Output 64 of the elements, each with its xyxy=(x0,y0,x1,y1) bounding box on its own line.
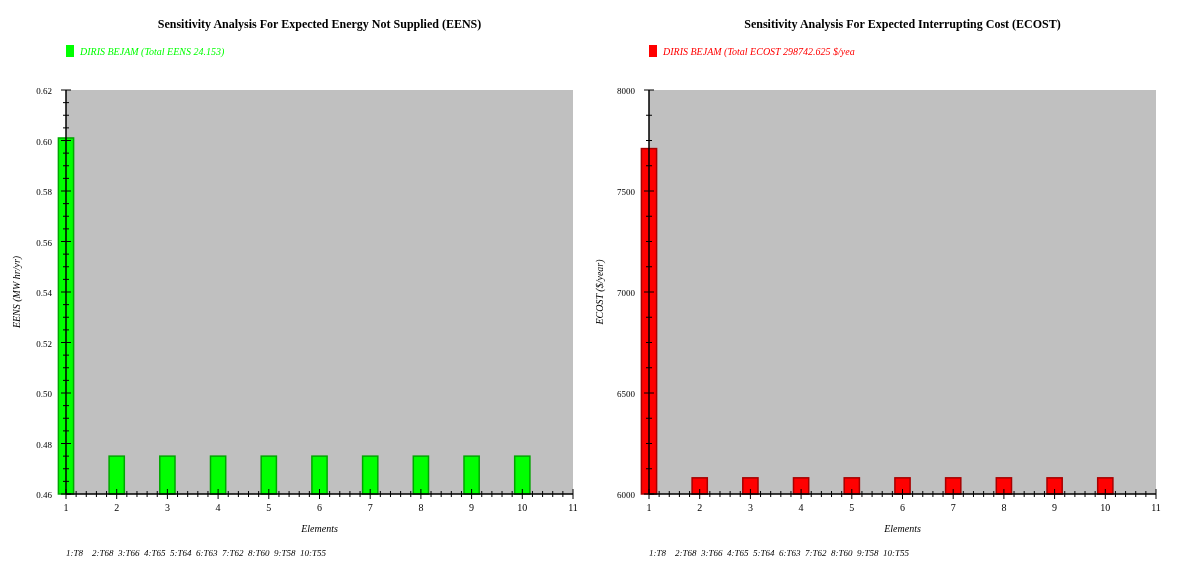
y-tick-label: 0.46 xyxy=(36,490,53,500)
x-tick-label: 3 xyxy=(747,502,753,513)
y-tick-label: 6000 xyxy=(617,490,636,500)
text: 3:T66 xyxy=(117,548,140,558)
text: 3:T66 xyxy=(700,548,723,558)
y-tick-label: 0.62 xyxy=(36,86,52,96)
x-tick-label: 2 xyxy=(697,502,703,513)
y-axis-title: ECOST ($/year) xyxy=(594,258,606,326)
text: 4:T65 xyxy=(144,548,166,558)
x-tick-label: 10 xyxy=(1100,502,1111,513)
text: 8:T60 xyxy=(248,548,270,558)
y-tick-label: 0.48 xyxy=(36,439,53,450)
text: 10:T55 xyxy=(883,548,910,558)
x-tick-label: 7 xyxy=(950,502,956,513)
text: 9:T58 xyxy=(274,548,296,558)
x-tick-label: 4 xyxy=(215,502,221,513)
x-tick-label: 11 xyxy=(568,502,578,513)
x-tick-label: 10 xyxy=(517,502,528,513)
y-tick-label: 6500 xyxy=(617,389,636,399)
x-tick-label: 1 xyxy=(63,502,69,513)
text: 7:T62 xyxy=(222,548,244,558)
y-axis-title: EENS (MW hr/yr) xyxy=(11,255,23,330)
y-tick-label: 0.58 xyxy=(36,187,53,197)
y-tick-label: 0.56 xyxy=(36,237,53,248)
text: 9:T58 xyxy=(857,548,879,558)
text: 7:T62 xyxy=(805,548,827,558)
x-tick-label: 4 xyxy=(798,502,804,513)
x-axis-title: Elements xyxy=(300,523,338,534)
x-axis-title: Elements xyxy=(883,523,921,534)
y-tick-label: 8000 xyxy=(617,86,636,96)
y-tick-label: 0.52 xyxy=(36,338,52,349)
text: 4:T65 xyxy=(727,548,749,558)
x-tick-label: 5 xyxy=(266,502,272,513)
y-tick-label: 0.60 xyxy=(36,136,53,147)
text: 5:T64 xyxy=(753,548,775,558)
text: 2:T68 xyxy=(92,548,114,558)
chart-title: Sensitivity Analysis For Expected Interrupting Cost (ECOST) xyxy=(744,17,1061,31)
x-tick-label: 8 xyxy=(1001,502,1007,513)
y-tick-label: 0.54 xyxy=(36,288,53,298)
x-tick-label: 1 xyxy=(646,502,652,513)
legend-label: DIRIS BEJAM (Total ECOST 298742.625 $/yea xyxy=(662,46,855,58)
x-tick-label: 9 xyxy=(469,502,475,513)
text: 5:T64 xyxy=(170,548,192,558)
x-tick-label: 6 xyxy=(317,502,322,513)
text: 2:T68 xyxy=(675,548,697,558)
x-tick-label: 6 xyxy=(900,502,905,513)
text: 6:T63 xyxy=(196,548,218,558)
text: 8:T60 xyxy=(831,548,853,558)
x-tick-label: 5 xyxy=(849,502,855,513)
y-tick-label: 7500 xyxy=(617,187,636,197)
x-tick-label: 7 xyxy=(367,502,373,513)
x-tick-label: 2 xyxy=(114,502,120,513)
y-tick-label: 0.50 xyxy=(36,389,53,399)
text: 1:T8 xyxy=(649,548,667,558)
x-tick-label: 11 xyxy=(1151,502,1161,513)
x-tick-label: 8 xyxy=(418,502,424,513)
y-tick-label: 7000 xyxy=(617,288,636,298)
text: 6:T63 xyxy=(779,548,801,558)
x-tick-label: 3 xyxy=(164,502,170,513)
chart-title: Sensitivity Analysis For Expected Energy Not Supplied (EENS) xyxy=(157,17,482,31)
legend-label: DIRIS BEJAM (Total EENS 24.153) xyxy=(79,46,225,58)
x-tick-label: 9 xyxy=(1052,502,1058,513)
text: 10:T55 xyxy=(300,548,327,558)
text: 1:T8 xyxy=(66,548,84,558)
